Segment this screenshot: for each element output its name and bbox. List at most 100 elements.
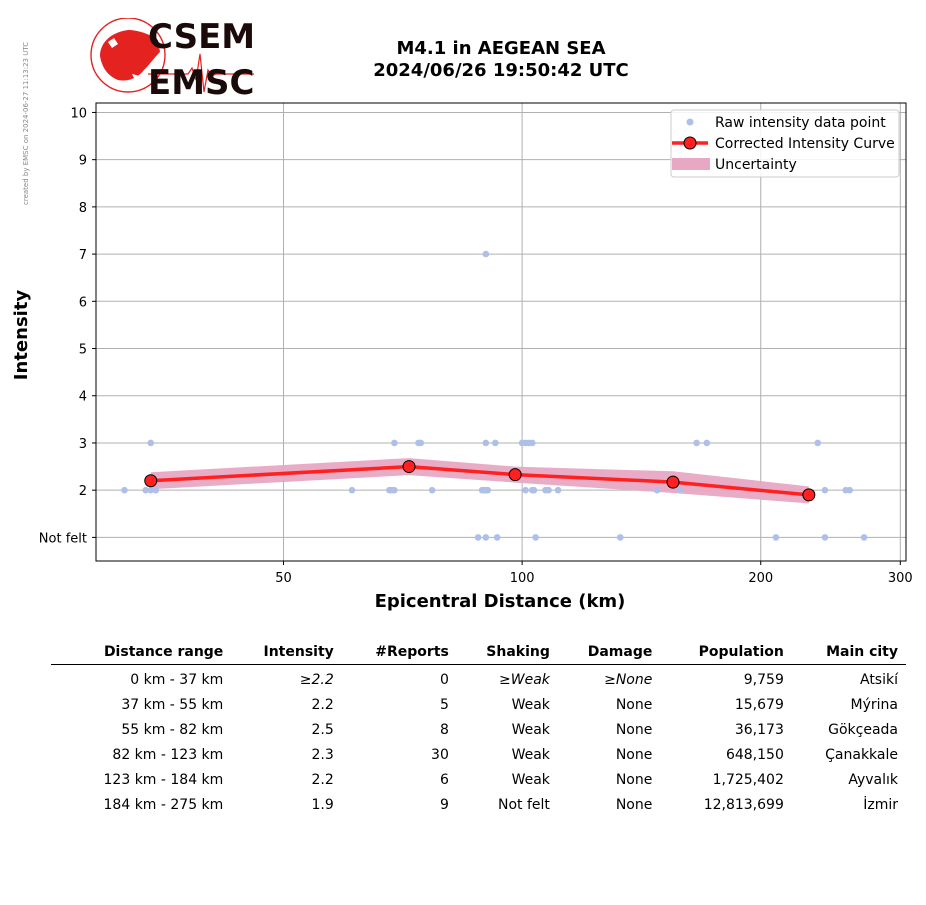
raw-data-point	[522, 486, 529, 494]
legend-uncertainty-swatch	[672, 158, 710, 170]
cell-distance: 0 km - 37 km	[130, 671, 224, 688]
cell-intensity: 2.2	[311, 696, 334, 713]
plot-frame	[95, 102, 907, 562]
raw-data-point	[482, 439, 490, 447]
cell-intensity: 2.5	[311, 721, 334, 738]
header-population: Population	[660, 640, 792, 665]
curve-point	[402, 460, 416, 474]
table-row: 37 km - 55 km 2.2 5 Weak None 15,679 Mýr…	[51, 692, 906, 717]
raw-data-point	[152, 486, 160, 494]
cell-intensity: ≥2.2	[299, 671, 334, 688]
title-datetime: 2024/06/26 19:50:42 UTC	[373, 60, 629, 81]
cell-distance: 123 km - 184 km	[103, 771, 224, 788]
raw-data-point	[814, 439, 822, 447]
cell-damage: None	[615, 696, 653, 713]
cell-damage: None	[615, 746, 653, 763]
title-event: M4.1 in AEGEAN SEA	[396, 38, 606, 59]
raw-data-point	[821, 534, 829, 541]
table-row: 0 km - 37 km ≥2.2 0 ≥Weak ≥None 9,759 At…	[51, 665, 906, 693]
csem-emsc-logo: CSEM EMSC	[88, 17, 256, 103]
cell-distance: 82 km - 123 km	[112, 746, 224, 763]
x-tick-label: 50	[275, 571, 292, 586]
header-main-city: Main city	[791, 640, 906, 665]
legend-uncertainty-label: Uncertainty	[715, 157, 797, 173]
cell-city: Atsikí	[859, 671, 898, 688]
cell-damage: ≥None	[604, 671, 653, 688]
cell-reports: 9	[439, 796, 449, 813]
y-tick-label: 10	[70, 106, 87, 121]
intensity-chart: Not felt 2 3 4 5 6 7 8 9 10 50 100 200 300 Epicentral…	[11, 102, 913, 612]
raw-data-point	[491, 439, 499, 447]
logo-emsc-text: EMSC	[148, 63, 255, 98]
raw-data-point	[653, 486, 661, 494]
cell-damage: None	[615, 796, 653, 813]
raw-data-point	[391, 486, 398, 494]
y-tick-label: 6	[79, 295, 87, 310]
y-tick-label: 2	[79, 484, 87, 499]
axis-ticks: Not felt 2 3 4 5 6 7 8 9 10 50 100 200 300	[39, 106, 913, 586]
cell-reports: 8	[439, 721, 449, 738]
curve-point	[802, 488, 816, 502]
cell-city: Çanakkale	[825, 746, 898, 763]
x-tick-label: 300	[888, 571, 913, 586]
x-tick-label: 100	[510, 571, 535, 586]
cell-city: Ayvalık	[848, 771, 898, 788]
cell-reports: 5	[439, 696, 449, 713]
cell-intensity: 2.3	[311, 746, 334, 763]
raw-data-point	[484, 486, 492, 494]
cell-reports: 6	[439, 771, 449, 788]
table-row: 82 km - 123 km 2.3 30 Weak None 648,150 …	[51, 742, 906, 767]
cell-population: 1,725,402	[712, 771, 784, 788]
cell-city: Gökçeada	[828, 721, 898, 738]
cell-reports: 30	[431, 746, 449, 763]
x-tick-label: 200	[748, 571, 773, 586]
cell-city: Mýrina	[850, 696, 898, 713]
cell-shaking: Weak	[511, 746, 550, 763]
intensity-summary-table: Distance range Intensity #Reports Shakin…	[51, 640, 906, 817]
raw-data-point	[121, 486, 128, 494]
raw-data-point	[676, 486, 683, 494]
table-row: 184 km - 275 km 1.9 9 Not felt None 12,8…	[51, 792, 906, 817]
raw-data-point	[482, 534, 490, 541]
logo-csem-text: CSEM	[148, 18, 255, 57]
raw-data-point	[616, 534, 624, 541]
cell-shaking: Weak	[511, 771, 550, 788]
raw-data-point	[821, 486, 829, 494]
legend-box	[670, 109, 900, 178]
uncertainty-band	[150, 458, 809, 504]
cell-distance: 37 km - 55 km	[121, 696, 224, 713]
raw-data-point	[772, 534, 780, 541]
raw-data-point	[545, 486, 552, 494]
chart-title: M4.1 in AEGEAN SEA 2024/06/26 19:50:42 U…	[330, 38, 672, 82]
raw-points	[121, 250, 868, 541]
raw-data-point	[846, 486, 854, 494]
raw-data-point	[532, 534, 539, 541]
cell-population: 36,173	[734, 721, 784, 738]
raw-data-point	[147, 486, 155, 494]
y-tick-label: 5	[79, 343, 87, 358]
cell-population: 648,150	[725, 746, 784, 763]
y-tick-label: 4	[79, 390, 87, 405]
raw-data-point	[693, 439, 700, 447]
raw-data-point	[554, 486, 562, 494]
raw-data-point	[428, 486, 436, 494]
cell-population: 9,759	[743, 671, 784, 688]
table-row: 55 km - 82 km 2.5 8 Weak None 36,173 Gök…	[51, 717, 906, 742]
raw-data-point	[530, 486, 538, 494]
raw-data-point	[147, 439, 155, 447]
header-shaking: Shaking	[456, 640, 558, 665]
header-intensity: Intensity	[231, 640, 342, 665]
cell-shaking: Weak	[511, 721, 550, 738]
y-tick-label: 9	[79, 154, 87, 169]
raw-data-point	[860, 534, 868, 541]
curve-point	[508, 468, 522, 482]
cell-reports: 0	[439, 671, 449, 688]
cell-intensity: 2.2	[311, 771, 334, 788]
legend-curve-label: Corrected Intensity Curve	[715, 136, 895, 152]
cell-shaking: Not felt	[497, 796, 550, 813]
raw-data-point	[142, 486, 149, 494]
uncertainty-area	[150, 458, 809, 504]
raw-data-point	[348, 486, 356, 494]
y-tick-label: Not felt	[39, 531, 87, 546]
cell-damage: None	[615, 721, 653, 738]
